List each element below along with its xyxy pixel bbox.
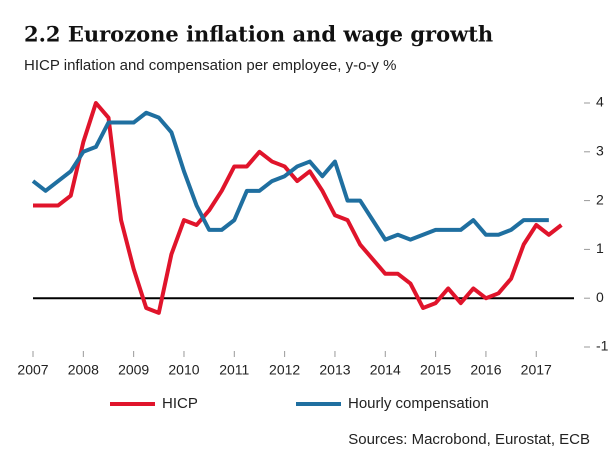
- x-tick-label: 2011: [219, 362, 249, 378]
- chart-subtitle: HICP inflation and compensation per empl…: [24, 57, 396, 74]
- x-tick-label: 2017: [521, 362, 552, 378]
- x-tick-label: 2016: [470, 362, 501, 378]
- legend-label: HICP: [162, 395, 198, 412]
- x-tick-label: 2010: [168, 362, 199, 378]
- x-tick-label: 2014: [370, 362, 401, 378]
- source: Sources: Macrobond, Eurostat, ECB: [348, 431, 590, 448]
- y-tick-label: 4: [596, 94, 604, 110]
- x-tick-label: 2009: [118, 362, 149, 378]
- y-tick-label: 1: [596, 240, 604, 256]
- line-series: [31, 110, 549, 242]
- y-tick-label: 0: [596, 289, 604, 305]
- x-tick-label: 2007: [17, 362, 48, 378]
- chart-title: 2.2 Eurozone inflation and wage growth: [24, 22, 493, 47]
- line-series: [33, 101, 563, 315]
- y-tick-label: -1: [596, 338, 608, 354]
- y-tick-label: 3: [596, 143, 604, 159]
- legend-label: Hourly compensation: [348, 395, 489, 412]
- x-tick-label: 2015: [420, 362, 451, 378]
- x-tick-label: 2012: [269, 362, 300, 378]
- y-tick-label: 2: [596, 191, 604, 207]
- x-tick-label: 2008: [68, 362, 99, 378]
- x-tick-label: 2013: [319, 362, 350, 378]
